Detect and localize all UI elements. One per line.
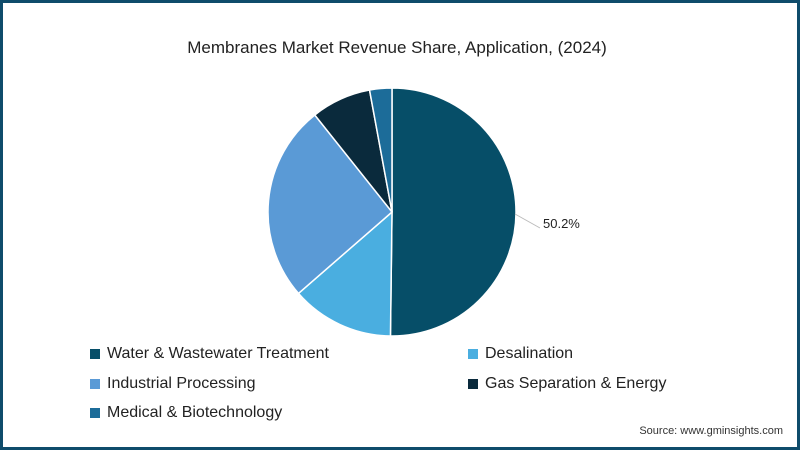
pie-slice-medical-biotechnology	[368, 87, 393, 213]
legend-swatch-icon	[90, 408, 100, 418]
legend-item-water: Water & Wastewater Treatment	[90, 345, 329, 363]
data-label-water: 50.2%	[543, 216, 580, 231]
legend-label: Medical & Biotechnology	[107, 404, 283, 421]
pie-slice-industrial-processing	[267, 113, 394, 295]
legend-label: Water & Wastewater Treatment	[107, 345, 329, 362]
legend-label: Industrial Processing	[107, 375, 256, 392]
legend-item-medical: Medical & Biotechnology	[90, 404, 282, 422]
pie-slice-desalination	[297, 210, 393, 337]
legend-swatch-icon	[90, 349, 100, 359]
legend-item-industrial: Industrial Processing	[90, 375, 256, 393]
callout-leader-line	[514, 213, 541, 229]
legend-item-desalination: Desalination	[468, 345, 573, 363]
legend-swatch-icon	[90, 379, 100, 389]
legend-label: Desalination	[485, 345, 574, 362]
legend-item-gas: Gas Separation & Energy	[468, 375, 666, 393]
legend-label: Gas Separation & Energy	[485, 375, 667, 392]
source-note: Source: www.gminsights.com	[639, 425, 783, 437]
chart-title: Membranes Market Revenue Share, Applicat…	[187, 38, 607, 57]
legend-swatch-icon	[468, 379, 478, 389]
pie-slice-water-wastewater-treatment	[389, 87, 517, 337]
legend-swatch-icon	[468, 349, 478, 359]
